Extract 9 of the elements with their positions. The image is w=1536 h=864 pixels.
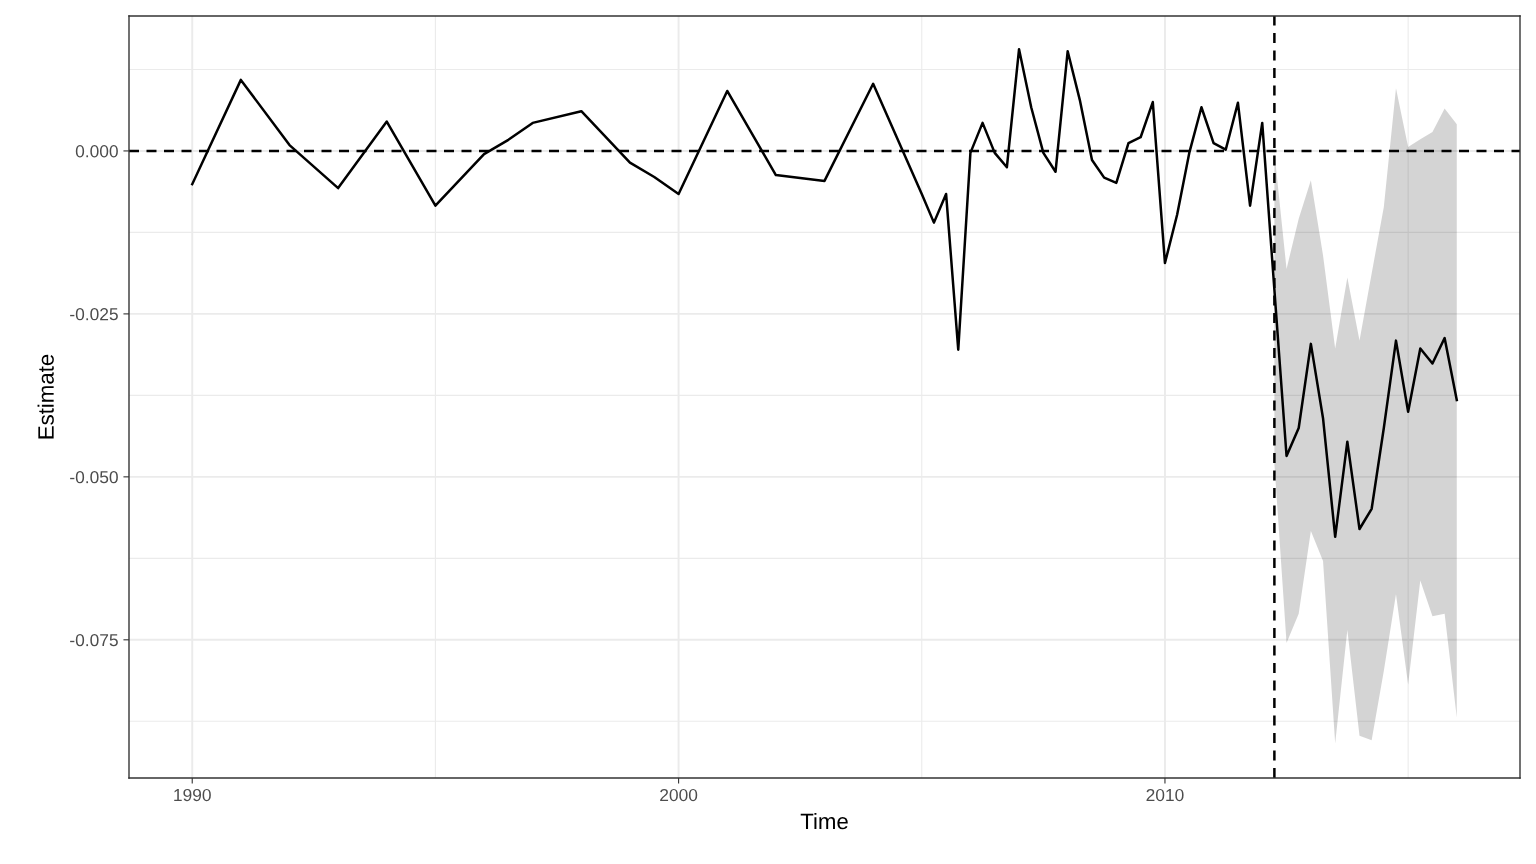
y-tick-label: -0.050 [70, 471, 118, 484]
x-tick-label: 1990 [174, 788, 211, 802]
y-tick-label: -0.075 [70, 633, 118, 647]
x-axis-title: Time [800, 812, 848, 830]
y-tick-label: 0.000 [75, 145, 118, 158]
y-tick-label: -0.025 [70, 308, 118, 321]
x-tick-label: 2000 [660, 788, 698, 802]
y-axis-title: Estimate [37, 354, 54, 439]
x-tick-label: 2010 [1146, 788, 1184, 802]
